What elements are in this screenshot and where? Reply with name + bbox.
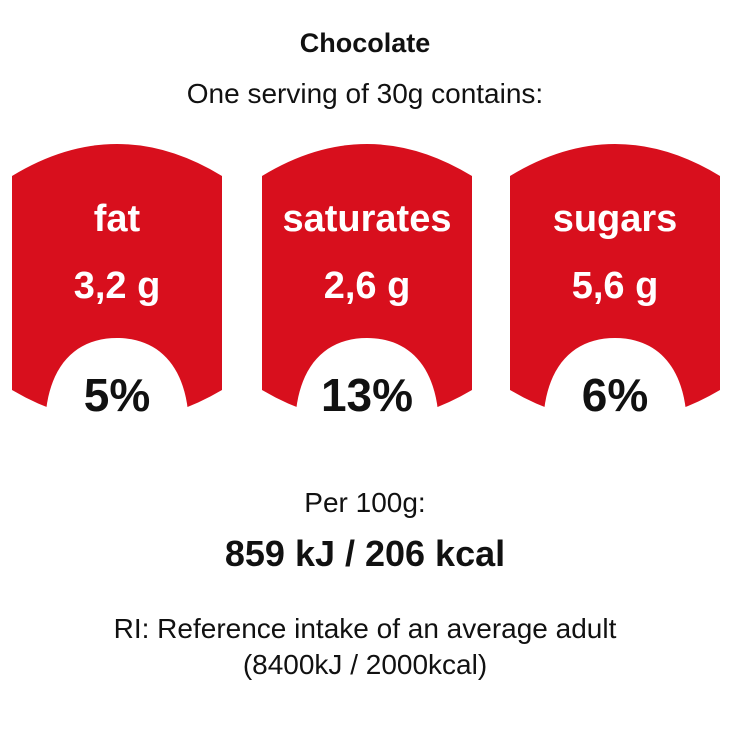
product-title: Chocolate [299, 28, 431, 58]
badge-nutrient-name: fat [93, 198, 141, 240]
nutrient-badge-fat: fat 3,2 g 5% [12, 140, 222, 430]
badge-shape [262, 144, 472, 430]
badge-percent-ri: 13% [320, 369, 414, 421]
reference-intake-note: RI: Reference intake of an average adult [113, 613, 617, 644]
badge-nutrient-name: saturates [282, 198, 452, 240]
badge-percent-ri: 5% [83, 369, 151, 421]
badge-nutrient-amount: 5,6 g [571, 265, 659, 307]
per-100g-label: Per 100g: [304, 487, 426, 518]
badge-nutrient-name: sugars [552, 198, 678, 240]
energy-value: 859 kJ / 206 kcal [224, 533, 506, 574]
badge-nutrient-amount: 3,2 g [73, 265, 161, 307]
serving-description: One serving of 30g contains: [186, 78, 544, 109]
badge-shape [12, 144, 222, 430]
reference-intake-values: (8400kJ / 2000kcal) [242, 649, 488, 680]
badge-percent-ri: 6% [581, 369, 649, 421]
badge-shape [510, 144, 720, 430]
badge-nutrient-amount: 2,6 g [323, 265, 411, 307]
nutrient-badge-sugars: sugars 5,6 g 6% [510, 140, 720, 430]
nutrient-badge-saturates: saturates 2,6 g 13% [262, 140, 472, 430]
